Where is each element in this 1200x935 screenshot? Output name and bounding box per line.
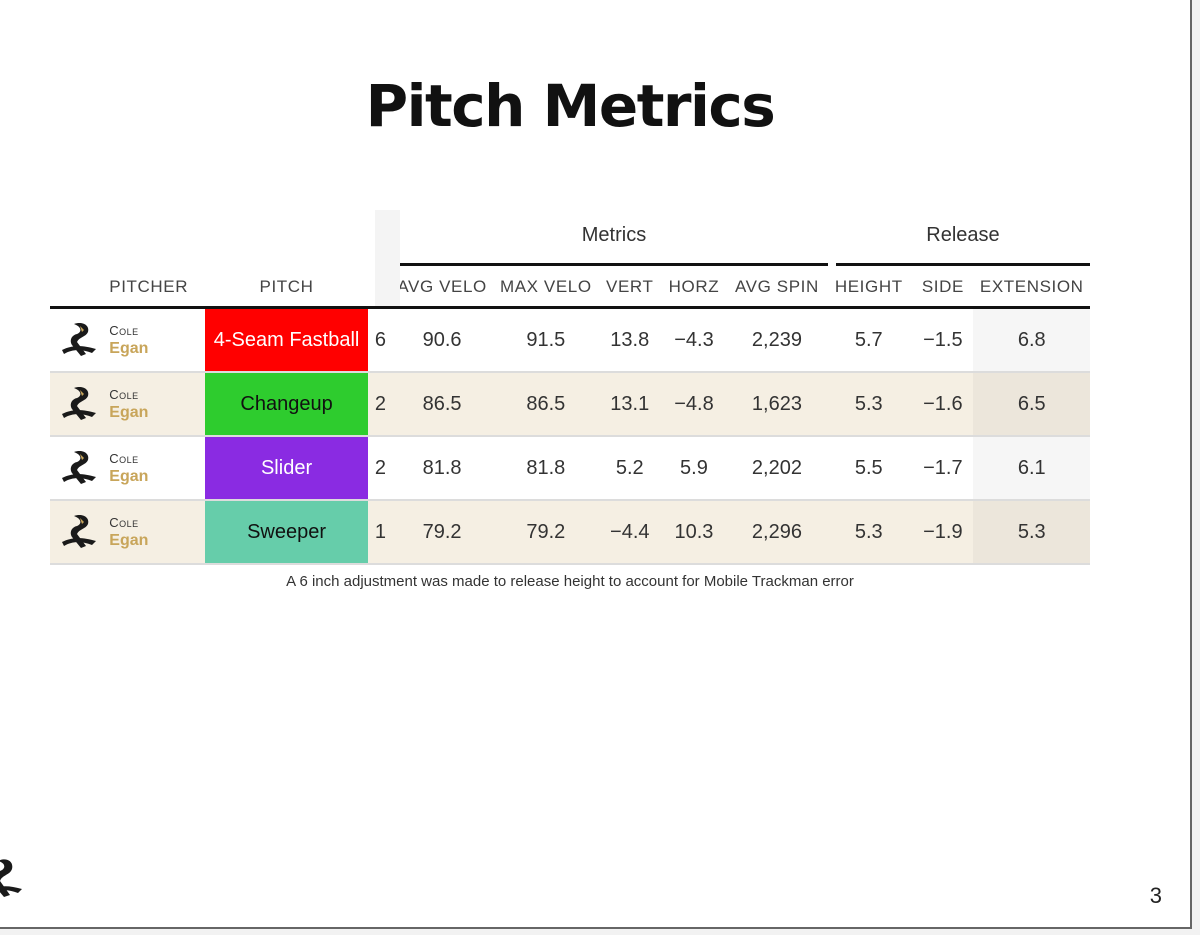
pitcher-first-name: Cole [109,323,139,338]
max-velo: 91.5 [526,328,566,351]
team-logo-icon [0,859,22,897]
vert-break: −4.4 [610,520,650,543]
page-title: Pitch Metrics [365,72,776,140]
col-header-max-velo: MAX VELO [499,277,592,296]
horz-break: −4.3 [674,328,714,351]
vert-break: 13.8 [610,328,650,351]
pitch-count: 2 [374,456,386,479]
avg-velo: 81.8 [422,456,462,479]
pitch-count: 1 [374,520,386,543]
header-row: PITCHER PITCH # AVG VELO MAX VELO VERT H… [50,268,1090,309]
team-logo-icon [50,512,109,552]
release-height: 5.5 [854,456,883,479]
pitch-type-label: 4-Seam Fastball [213,328,360,351]
release-extension: 6.1 [973,437,1090,499]
table-row: Cole Egan Sweeper 1 79.2 79.2 −4.4 10.3 2,296 5.3… [50,501,1090,565]
avg-velo: 79.2 [422,520,462,543]
pitch-type-label: Sweeper [247,520,327,543]
horz-break: 5.9 [680,456,708,479]
pitcher-name: Cole Egan [109,386,205,422]
team-logo-icon [50,384,109,424]
release-side: −1.6 [923,392,963,415]
col-header-horz: HORZ [668,277,720,296]
col-header-avg-velo: AVG VELO [397,277,487,296]
max-velo: 81.8 [526,456,566,479]
team-logo-icon [50,320,109,360]
avg-spin: 2,202 [751,456,802,479]
release-side: −1.9 [923,520,963,543]
team-logo-icon [50,448,109,488]
col-header-vert: VERT [606,277,654,296]
avg-velo: 90.6 [422,328,462,351]
table-row: Cole Egan Changeup 2 86.5 86.5 13.1 −4.8 1,623 5.… [50,373,1090,437]
release-extension: 5.3 [973,501,1090,563]
pitch-metrics-table: Metrics Release PITCHER PITCH # AVG VELO… [50,210,1090,565]
pitcher-last-name: Egan [109,532,149,549]
avg-spin: 2,296 [751,520,802,543]
table-row: Cole Egan Slider 2 81.8 81.8 5.2 5.9 2,202 5.5 −1.… [50,437,1090,501]
spanner-row: Metrics Release [50,210,1090,306]
pitcher-last-name: Egan [109,468,149,485]
pitch-count: 2 [374,392,386,415]
col-header-extension: EXTENSION [979,277,1084,296]
avg-velo: 86.5 [422,392,462,415]
release-height: 5.3 [854,520,883,543]
pitch-type-label: Changeup [240,392,333,415]
vert-break: 13.1 [610,392,650,415]
pitch-type-label: Slider [260,456,313,479]
pitch-type-cell: 4-Seam Fastball [205,309,369,371]
table-body: Cole Egan 4-Seam Fastball 6 90.6 91.5 13.8 −4.3… [50,309,1090,565]
col-header-avg-spin: AVG SPIN [735,277,819,296]
col-header-pitch: PITCH [259,277,314,296]
pitch-type-cell: Changeup [205,373,369,435]
avg-spin: 2,239 [751,328,802,351]
release-side: −1.5 [923,328,963,351]
max-velo: 86.5 [526,392,566,415]
pitcher-name: Cole Egan [109,322,205,358]
release-extension: 6.5 [973,373,1090,435]
col-header-height: HEIGHT [834,277,903,296]
horz-break: −4.8 [674,392,714,415]
pitcher-last-name: Egan [109,340,149,357]
release-height: 5.3 [854,392,883,415]
vert-break: 5.2 [615,456,644,479]
pitcher-first-name: Cole [109,451,139,466]
pitcher-first-name: Cole [109,387,139,402]
col-header-side: SIDE [921,277,964,296]
col-header-pitcher: PITCHER [109,277,189,296]
spanner-release: Release [836,224,1090,266]
pitcher-last-name: Egan [109,404,149,421]
pitcher-name: Cole Egan [109,450,205,486]
max-velo: 79.2 [526,520,566,543]
release-height: 5.7 [854,328,883,351]
avg-spin: 1,623 [751,392,802,415]
pitch-count: 6 [374,328,386,351]
pitcher-first-name: Cole [109,515,139,530]
table-row: Cole Egan 4-Seam Fastball 6 90.6 91.5 13.8 −4.3… [50,309,1090,373]
pitch-type-cell: Slider [205,437,369,499]
footnote: A 6 inch adjustment was made to release … [286,573,854,590]
spanner-metrics: Metrics [400,224,828,266]
page-number: 3 [1149,883,1162,908]
pitch-type-cell: Sweeper [205,501,369,563]
release-extension: 6.8 [973,309,1090,371]
release-side: −1.7 [923,456,963,479]
horz-break: 10.3 [674,520,714,543]
pitcher-name: Cole Egan [109,514,205,550]
